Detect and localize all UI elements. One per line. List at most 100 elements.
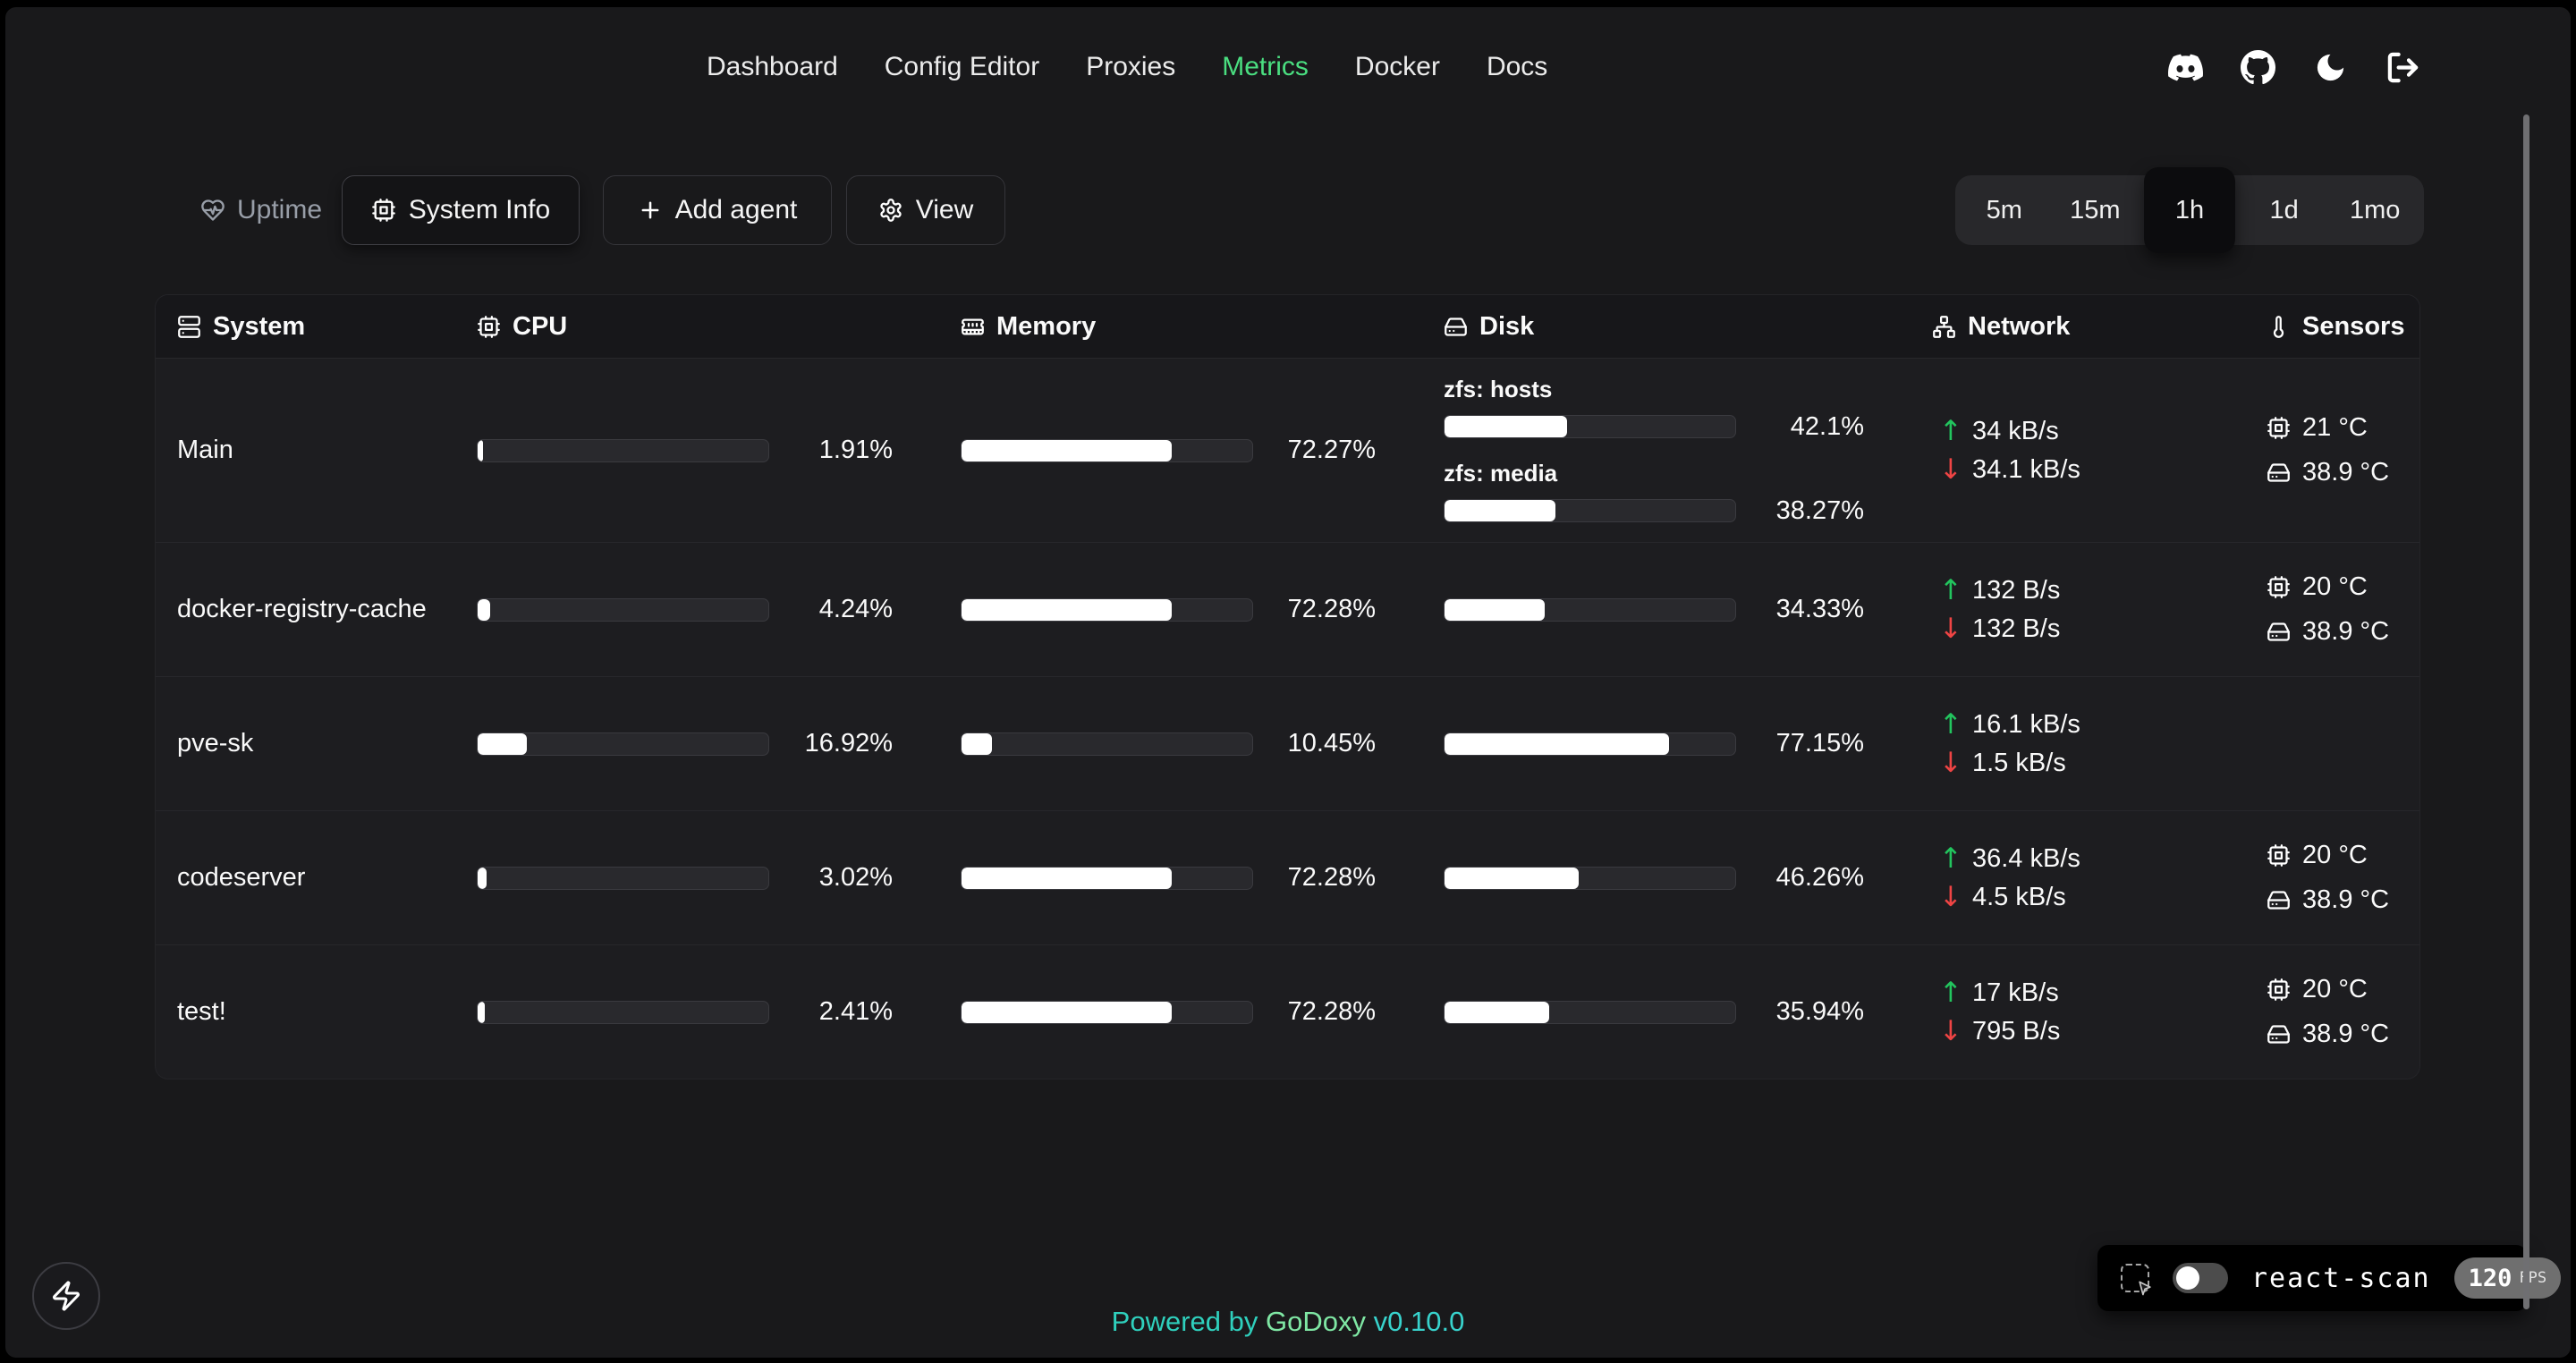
- nav-item-docker[interactable]: Docker: [1354, 52, 1440, 81]
- disk-entry: zfs: media 38.27%: [1444, 460, 1932, 526]
- godoxy-link[interactable]: GoDoxy: [1266, 1306, 1366, 1337]
- upload-arrow-icon: ↑: [1939, 842, 1962, 875]
- network-download: ↓ 795 B/s: [1939, 1014, 2061, 1047]
- cpu-usage-bar: [477, 1000, 769, 1024]
- memory-percent: 10.45%: [1287, 729, 1376, 758]
- toggle-knob: [2176, 1266, 2199, 1290]
- hard-drive-icon: [1445, 317, 1467, 336]
- tab-system-info[interactable]: System Info: [342, 175, 580, 245]
- disk-temp: 38.9 °C: [2267, 617, 2419, 647]
- version-label: v0.10.0: [1373, 1306, 1465, 1337]
- hard-drive-icon: [2267, 1025, 2290, 1044]
- column-header-sensors: Sensors: [2236, 312, 2419, 342]
- download-arrow-icon: ↓: [1939, 1014, 1962, 1047]
- inspect-element-icon[interactable]: [2121, 1264, 2151, 1296]
- disk-usage-bar: [1444, 866, 1736, 890]
- upload-arrow-icon: ↑: [1939, 976, 1962, 1009]
- column-header-disk: Disk: [1444, 312, 1932, 342]
- table-header: System CPU Memory Disk Network Sensors: [156, 295, 2419, 358]
- column-header-system: System: [156, 312, 477, 342]
- disk-usage-bar: [1444, 732, 1736, 756]
- column-header-memory: Memory: [961, 312, 1444, 342]
- table-row-docker-registry-cache[interactable]: docker-registry-cache 4.24% 72.28% 34.33…: [156, 542, 2419, 676]
- disk-temp: 38.9 °C: [2267, 885, 2419, 915]
- nav-item-metrics[interactable]: Metrics: [1222, 52, 1309, 81]
- download-arrow-icon: ↓: [1939, 880, 1962, 913]
- tab-uptime[interactable]: Uptime: [200, 170, 322, 250]
- table-row-pve-sk[interactable]: pve-sk 16.92% 10.45% 77.15% ↑ 16.1 kB/s ↓…: [156, 676, 2419, 810]
- cpu-percent: 4.24%: [818, 595, 893, 623]
- memory-icon: [962, 318, 984, 334]
- github-icon[interactable]: [2241, 49, 2275, 85]
- system-name: test!: [177, 997, 226, 1026]
- fps-value: 120: [2468, 1264, 2512, 1292]
- cpu-icon: [478, 315, 500, 338]
- table-row-main[interactable]: Main 1.91% 72.27% zfs: hosts 42.1% zf: [156, 358, 2419, 542]
- hard-drive-icon: [2267, 622, 2290, 641]
- memory-usage-bar: [961, 597, 1253, 622]
- memory-usage-bar: [961, 866, 1253, 890]
- system-name: pve-sk: [177, 729, 254, 758]
- powered-by-text: Powered by: [1111, 1306, 1258, 1337]
- memory-percent: 72.28%: [1287, 863, 1376, 892]
- download-arrow-icon: ↓: [1939, 746, 1962, 779]
- disk-usage-bar: [1444, 415, 1736, 438]
- disk-percent: 35.94%: [1775, 997, 1864, 1026]
- disk-name: zfs: media: [1444, 459, 1558, 487]
- react-scan-toggle[interactable]: [2173, 1263, 2228, 1293]
- discord-icon[interactable]: [2168, 50, 2203, 85]
- table-row-codeserver[interactable]: codeserver 3.02% 72.28% 46.26% ↑ 36.4 kB/…: [156, 810, 2419, 944]
- lightning-zap-icon: [53, 1281, 80, 1311]
- network-upload: ↑ 16.1 kB/s: [1939, 707, 2080, 741]
- fps-badge: 120 FPS: [2453, 1257, 2562, 1299]
- cpu-usage-bar: [477, 866, 769, 890]
- footer-powered-by: Powered by GoDoxy v0.10.0: [5, 1306, 2571, 1338]
- nav-item-dashboard[interactable]: Dashboard: [707, 52, 838, 81]
- nav-item-docs[interactable]: Docs: [1486, 52, 1548, 81]
- download-arrow-icon: ↓: [1939, 612, 1962, 645]
- time-range-5m[interactable]: 5m: [1986, 195, 2022, 224]
- server-icon: [178, 315, 200, 338]
- systems-table: System CPU Memory Disk Network Sensors: [156, 295, 2419, 1079]
- network-upload: ↑ 17 kB/s: [1939, 976, 2059, 1009]
- time-range-1mo[interactable]: 1mo: [2349, 195, 2401, 224]
- time-range-1d[interactable]: 1d: [2269, 195, 2299, 224]
- cpu-usage-bar: [477, 597, 769, 622]
- disk-percent: 46.26%: [1775, 863, 1864, 892]
- network-download: ↓ 1.5 kB/s: [1939, 746, 2066, 779]
- time-range-15m[interactable]: 15m: [2070, 195, 2121, 224]
- dark-mode-moon-icon[interactable]: [2313, 50, 2348, 85]
- quick-actions-button[interactable]: [32, 1262, 100, 1330]
- cpu-usage-bar: [477, 732, 769, 756]
- cursor-arrow-icon: [2139, 1281, 2151, 1296]
- react-scan-widget: react-scan 120 FPS: [2097, 1245, 2562, 1311]
- logout-icon[interactable]: [2385, 50, 2420, 85]
- cpu-temp: 20 °C: [2267, 975, 2419, 1004]
- add-agent-button[interactable]: Add agent: [603, 175, 832, 245]
- network-upload: ↑ 34 kB/s: [1939, 414, 2059, 447]
- memory-percent: 72.27%: [1287, 436, 1376, 464]
- view-button[interactable]: View: [846, 175, 1005, 245]
- time-range-1h[interactable]: 1h: [2144, 167, 2235, 253]
- network-download: ↓ 4.5 kB/s: [1939, 880, 2066, 913]
- disk-usage-bar: [1444, 1000, 1736, 1024]
- disk-temp: 38.9 °C: [2267, 1020, 2419, 1049]
- network-icon: [1933, 315, 1955, 338]
- add-agent-label: Add agent: [674, 195, 798, 224]
- memory-percent: 72.28%: [1287, 997, 1376, 1026]
- network-download: ↓ 34.1 kB/s: [1939, 453, 2080, 486]
- network-upload: ↑ 132 B/s: [1939, 573, 2061, 606]
- cpu-temp: 20 °C: [2267, 841, 2419, 870]
- disk-entry: zfs: hosts 42.1%: [1444, 376, 1932, 442]
- disk-percent: 42.1%: [1790, 411, 1864, 441]
- nav-item-config-editor[interactable]: Config Editor: [884, 52, 1040, 81]
- tab-system-info-label: System Info: [408, 195, 551, 224]
- vertical-scrollbar-thumb[interactable]: [2523, 114, 2529, 1309]
- heart-pulse-icon: [201, 199, 225, 221]
- nav-item-proxies[interactable]: Proxies: [1086, 52, 1176, 81]
- table-row-test[interactable]: test! 2.41% 72.28% 35.94% ↑ 17 kB/s ↓ 795 …: [156, 944, 2419, 1079]
- column-header-cpu: CPU: [477, 312, 961, 342]
- header-icon-group: [2168, 7, 2420, 127]
- tab-uptime-label: Uptime: [237, 195, 323, 224]
- upload-arrow-icon: ↑: [1939, 573, 1962, 606]
